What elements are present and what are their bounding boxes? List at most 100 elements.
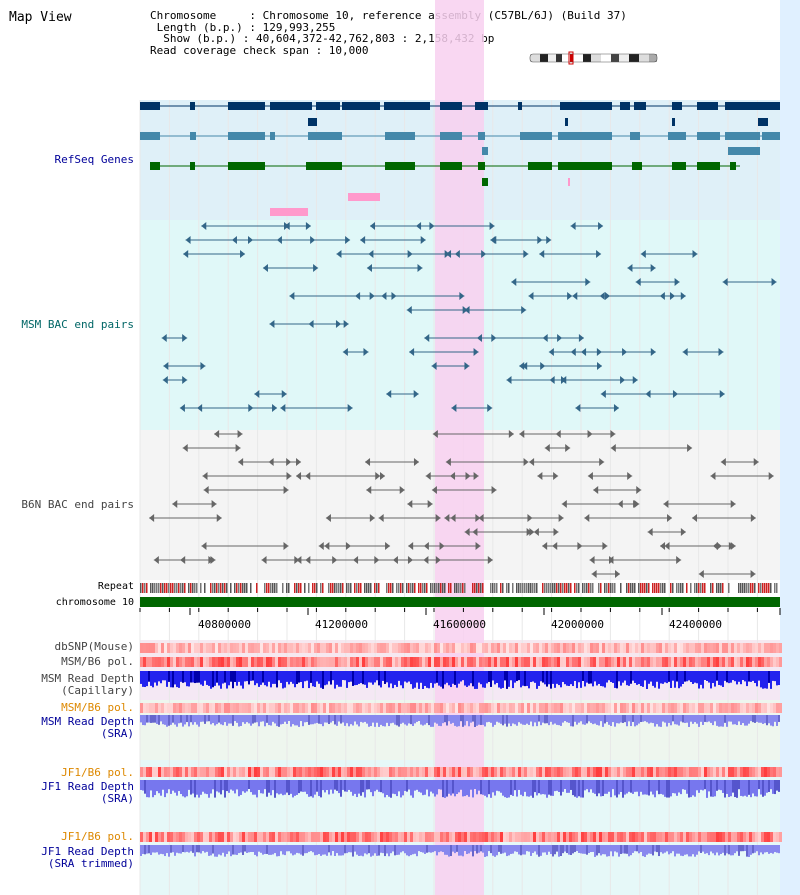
bac-end [435, 514, 441, 522]
heat-cell [602, 643, 605, 653]
depth-bar [160, 845, 162, 854]
depth-bar [538, 780, 540, 794]
heat-cell [722, 832, 725, 842]
depth-bar [324, 671, 326, 686]
depth-bar [632, 715, 634, 722]
repeat-element [154, 583, 156, 593]
depth-bar [454, 845, 456, 854]
depth-bar [492, 780, 494, 793]
depth-bar [524, 780, 526, 792]
depth-bar [372, 780, 374, 797]
heat-cell [476, 832, 479, 842]
heat-cell [404, 767, 407, 777]
depth-bar [202, 715, 204, 722]
heat-cell [686, 767, 689, 777]
heat-cell [428, 643, 431, 653]
depth-bar [626, 715, 628, 727]
heat-cell [269, 643, 272, 653]
heat-cell [323, 767, 326, 777]
heat-cell [149, 657, 152, 667]
depth-bar [164, 671, 166, 681]
heat-cell [509, 832, 512, 842]
depth-bar [160, 671, 162, 684]
depth-bar [602, 845, 604, 855]
depth-bar [278, 671, 280, 681]
depth-bar [208, 715, 210, 722]
depth-bar [638, 845, 640, 854]
repeat-element [220, 583, 222, 593]
depth-bar [496, 780, 498, 791]
depth-bar [380, 780, 382, 793]
depth-bar [560, 845, 562, 856]
heat-cell [755, 657, 758, 667]
depth-bar [728, 845, 730, 855]
depth-bar [766, 715, 768, 726]
depth-bar [484, 715, 486, 727]
heat-cell [704, 832, 707, 842]
heat-cell [272, 767, 275, 777]
heat-cell [392, 657, 395, 667]
depth-bar [286, 715, 288, 724]
repeat-element [620, 583, 622, 593]
heat-cell [719, 767, 722, 777]
depth-bar [582, 671, 584, 681]
depth-bar [282, 715, 284, 724]
heat-cell [656, 703, 659, 713]
bac-end [591, 570, 597, 578]
heat-cell [392, 767, 395, 777]
heat-cell [365, 643, 368, 653]
depth-bar [408, 671, 410, 682]
depth-bar [190, 780, 192, 795]
heat-cell [251, 657, 254, 667]
depth-bar [172, 715, 174, 723]
heat-cell [569, 643, 572, 653]
depth-bar [252, 780, 254, 795]
depth-bar [404, 845, 406, 854]
heat-cell [305, 657, 308, 667]
depth-bar [404, 780, 406, 791]
heat-cell [689, 767, 692, 777]
depth-bar [260, 780, 262, 794]
depth-bar [612, 780, 614, 790]
bac-end [305, 222, 311, 230]
depth-bar [150, 845, 152, 855]
repeat-element [418, 583, 420, 593]
heat-cell [551, 643, 554, 653]
depth-bar [498, 671, 500, 688]
depth-bar [742, 780, 744, 797]
depth-bar [760, 715, 762, 723]
repeat-element [276, 583, 278, 593]
heat-cell [635, 643, 638, 653]
depth-bar [608, 780, 610, 792]
depth-bar [648, 715, 650, 724]
heat-cell [428, 767, 431, 777]
heat-cell [149, 703, 152, 713]
heat-cell [686, 643, 689, 653]
depth-bar [544, 671, 546, 685]
bac-end [647, 528, 653, 536]
bac-end [489, 222, 495, 230]
repeat-element [392, 583, 394, 593]
depth-bar [502, 845, 504, 854]
bac-end [636, 486, 642, 494]
heat-cell [641, 657, 644, 667]
depth-bar [218, 845, 220, 855]
heat-cell [413, 767, 416, 777]
depth-bar [310, 671, 312, 683]
depth-bar [196, 780, 198, 795]
depth-bar [774, 671, 776, 682]
depth-bar [406, 671, 408, 683]
heat-cell [365, 832, 368, 842]
depth-bar [630, 715, 632, 727]
bac-end [431, 362, 437, 370]
info-coverage-span: Read coverage check span : 10,000 [150, 43, 369, 57]
heat-cell [647, 703, 650, 713]
depth-bar [352, 780, 354, 796]
heat-cell [668, 832, 671, 842]
depth-bar [378, 715, 380, 727]
depth-bar [742, 671, 744, 681]
heat-cell [587, 643, 590, 653]
depth-bar [550, 715, 552, 722]
heat-cell [179, 767, 182, 777]
